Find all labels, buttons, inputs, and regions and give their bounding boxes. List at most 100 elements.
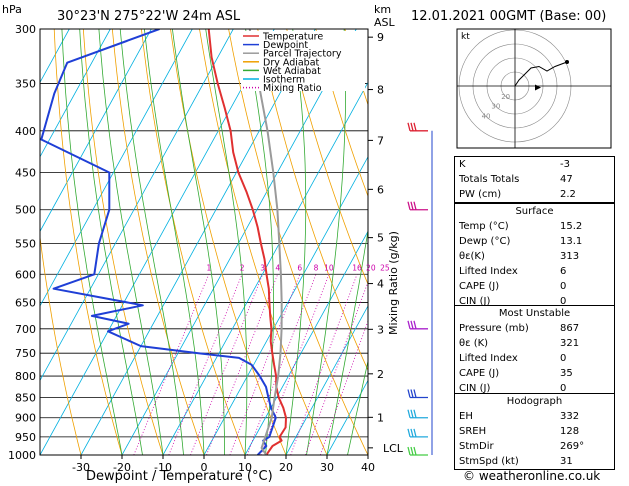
wet-adiabat-line: [144, 29, 205, 455]
pressure-tick-label: 700: [15, 323, 36, 336]
legend-label: Dewpoint: [263, 40, 308, 51]
wet-adiabat-line: [205, 29, 248, 455]
series-dewpoint: [40, 29, 277, 455]
barb-flag: [410, 320, 414, 329]
wind-barb: [407, 446, 428, 456]
mu-label: CIN (J): [459, 383, 491, 394]
pressure-tick-label: 800: [15, 370, 36, 383]
wet-adiabat-line: [61, 29, 123, 455]
mixing-ratio-label: 6: [297, 263, 302, 272]
pressure-tick-label: 300: [15, 23, 36, 36]
km-tick-label: 1: [377, 411, 384, 424]
pw-value: 2.2: [560, 189, 576, 200]
x-tick-label: 30: [320, 461, 334, 474]
barb-flag: [407, 201, 411, 210]
barb-flag: [413, 428, 417, 438]
km-tick-label: 6: [377, 183, 384, 196]
index-row-tt: Totals Totals 47: [455, 172, 614, 187]
mixing-ratio-line: [206, 274, 279, 455]
isotherm-line: [244, 230, 368, 455]
hodo-label: StmDir: [459, 441, 494, 452]
isotherm-line: [285, 305, 368, 455]
hodo-value: 332: [560, 411, 580, 422]
pressure-tick-label: 550: [15, 237, 36, 250]
legend-bg: [241, 31, 365, 91]
indices-table: K -3 Totals Totals 47 PW (cm) 2.2: [454, 156, 615, 203]
hodograph-ring-label: 40: [482, 112, 491, 120]
wet-adiabat-line: [79, 29, 143, 455]
hodo-value: 128: [560, 426, 580, 437]
mixing-ratio-label: 3: [260, 263, 265, 272]
mixing-ratio-line: [290, 274, 358, 455]
hodograph-ring-label: 30: [491, 103, 500, 111]
pressure-tick-label: 600: [15, 268, 36, 281]
wind-barb: [407, 122, 428, 132]
isotherm-line: [326, 379, 368, 455]
isotherm-line: [80, 29, 316, 455]
km-axis: 9 8 7 6 5 4 3 2 1 LCL: [367, 29, 404, 455]
legend-label: Dry Adiabat: [263, 57, 320, 68]
barb-flag: [407, 428, 411, 438]
mixing-ratio-line: [260, 274, 330, 455]
dry-adiabat-line: [315, 29, 368, 198]
dry-adiabat-line: [40, 233, 82, 455]
barb-flag: [413, 389, 417, 398]
mixing-ratio-label: 8: [314, 263, 319, 272]
wind-barb: [407, 389, 428, 399]
pressure-tick-label: 850: [15, 391, 36, 404]
pressure-tick-label: 650: [15, 297, 36, 310]
x-tick-label: -20: [113, 461, 131, 474]
hodo-value: 31: [560, 456, 573, 467]
km-tick-label: 9: [377, 31, 384, 44]
legend-label: Mixing Ratio: [263, 83, 322, 94]
pressure-tick-label: 350: [15, 78, 36, 91]
barb-flag: [413, 320, 417, 329]
wind-barb: [407, 409, 428, 419]
surface-value: 15.2: [560, 221, 583, 232]
dry-adiabat-line: [286, 29, 368, 286]
x-axis-label: Dewpoint / Temperature (°C): [86, 469, 273, 484]
pressure-tick-label: 950: [15, 431, 36, 444]
barb-flag: [407, 389, 411, 398]
most-unstable-title: Most Unstable: [498, 308, 571, 319]
wet-adiabat-line: [119, 29, 184, 455]
wind-barb: [407, 201, 428, 211]
isotherm-line: [40, 29, 275, 455]
km-tick-label: 8: [377, 84, 384, 97]
km-tick-label: 2: [377, 368, 384, 381]
barb-flag: [410, 446, 414, 456]
x-tick-label: -30: [72, 461, 90, 474]
pressure-tick-label: 450: [15, 166, 36, 179]
x-tick-label: 40: [361, 461, 375, 474]
wet-adiabat-line: [172, 29, 225, 455]
asl-label: ASL: [374, 16, 395, 29]
wet-adiabat-line: [245, 29, 274, 455]
km-tick-label: 7: [377, 134, 384, 147]
mu-value: 0: [560, 383, 567, 394]
tt-value: 47: [560, 174, 573, 185]
series-parcel-trajectory: [248, 29, 283, 455]
barb-flag: [413, 201, 417, 210]
datetime-title: 12.01.2021 00GMT (Base: 00): [411, 9, 607, 24]
pressure-tick-label: 400: [15, 125, 36, 138]
mu-value: 867: [560, 323, 580, 334]
hodo-value: 269°: [560, 441, 585, 452]
pw-label: PW (cm): [459, 189, 502, 200]
mu-label: Lifted Index: [459, 353, 518, 364]
km-label: km: [374, 3, 392, 16]
surface-title: Surface: [515, 206, 554, 217]
barb-flag: [410, 201, 414, 210]
storm-motion-marker: [535, 84, 541, 91]
surface-value: 6: [560, 266, 567, 277]
k-value: -3: [560, 159, 570, 170]
hodograph-ring-label: 20: [501, 93, 510, 101]
wet-adiabat-line: [347, 359, 368, 455]
pressure-tick-label: 1000: [8, 449, 36, 462]
surface-label: Temp (°C): [459, 221, 509, 232]
k-label: K: [459, 159, 466, 170]
surface-value: 13.1: [560, 236, 583, 247]
legend-label: Temperature: [262, 32, 323, 43]
mu-label: θε (K): [459, 338, 489, 349]
